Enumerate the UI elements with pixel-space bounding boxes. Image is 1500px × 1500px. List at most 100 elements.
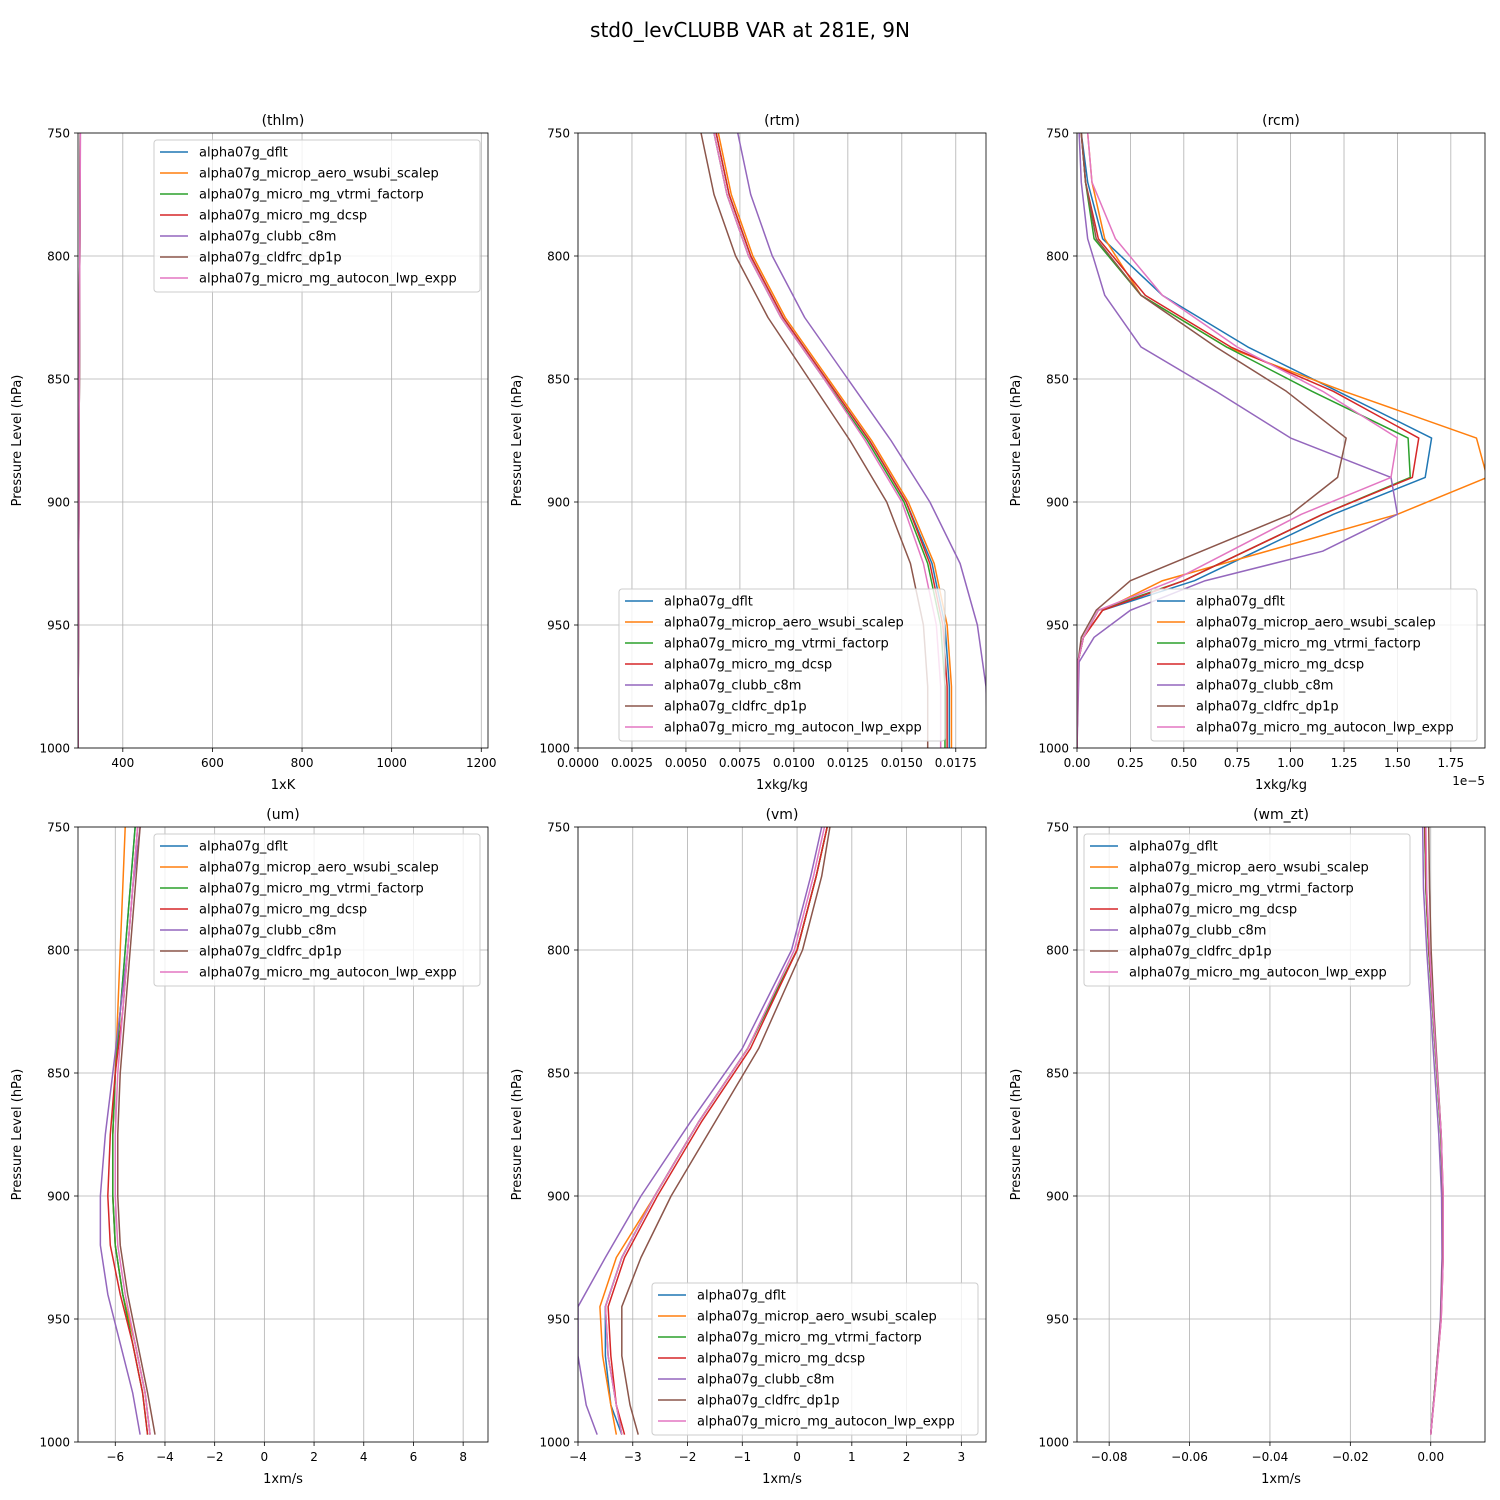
legend-entry-label: alpha07g_clubb_c8m — [1196, 679, 1333, 694]
x-tick-label: −1 — [733, 1450, 751, 1464]
x-tick-label: 400 — [111, 756, 134, 770]
y-axis-label: Pressure Level (hPa) — [510, 375, 525, 507]
x-tick-label: 6 — [410, 1450, 418, 1464]
subplot-title: (rcm) — [1262, 113, 1300, 129]
y-tick-label: 950 — [547, 619, 570, 633]
y-tick-label: 900 — [1046, 1190, 1069, 1204]
x-tick-label: 0.0150 — [881, 756, 923, 770]
series-line-3 — [607, 827, 828, 1435]
x-tick-label: 2 — [310, 1450, 318, 1464]
y-axis-label: Pressure Level (hPa) — [10, 375, 25, 507]
legend-entry-label: alpha07g_cldfrc_dp1p — [664, 700, 807, 715]
x-offset-label: 1e−5 — [1452, 774, 1485, 788]
x-tick-label: −0.02 — [1332, 1450, 1369, 1464]
x-tick-label: 1.25 — [1331, 756, 1358, 770]
subplot-title: (vm) — [766, 807, 799, 823]
x-tick-label: 1 — [848, 1450, 856, 1464]
legend-entry-label: alpha07g_micro_mg_vtrmi_factorp — [199, 188, 424, 203]
axes-frame — [1076, 132, 1486, 749]
x-tick-label: −4 — [569, 1450, 587, 1464]
subplot-4: −4 −3 −2 −1 0 1 2 3 750 800 850 900 950 1000 (vm) 1xm/s… — [510, 807, 987, 1487]
legend: alpha07g_dflt alpha07g_microp_aero_wsubi_… — [1150, 588, 1478, 742]
legend-entry-label: alpha07g_microp_aero_wsubi_scalep — [697, 1310, 937, 1325]
x-tick-label: 0 — [261, 1450, 269, 1464]
x-tick-label: 0.50 — [1170, 756, 1197, 770]
legend-entry-label: alpha07g_clubb_c8m — [664, 679, 801, 694]
series-group — [578, 827, 831, 1435]
x-tick-label: −6 — [106, 1450, 124, 1464]
y-tick-label: 800 — [47, 250, 70, 264]
legend-entry-label: alpha07g_micro_mg_dcsp — [1129, 903, 1297, 918]
series-line-4 — [737, 133, 986, 708]
legend-entry-label: alpha07g_dflt — [199, 840, 288, 855]
legend-entry-label: alpha07g_clubb_c8m — [199, 230, 336, 245]
y-tick-label: 850 — [547, 1067, 570, 1081]
y-tick-label: 1000 — [39, 1436, 70, 1450]
legend: alpha07g_dflt alpha07g_microp_aero_wsubi_… — [153, 139, 481, 293]
legend-entry-label: alpha07g_microp_aero_wsubi_scalep — [664, 616, 904, 631]
y-tick-label: 900 — [47, 496, 70, 510]
subplot-grid: 400 600 800 1000 12007508008509009501000(thl… — [10, 113, 1486, 1487]
subplot-title: (wm_zt) — [1253, 807, 1309, 823]
legend-entry-label: alpha07g_clubb_c8m — [199, 924, 336, 939]
legend-box — [618, 588, 946, 742]
legend: alpha07g_dflt alpha07g_microp_aero_wsubi_… — [651, 1282, 979, 1436]
y-tick-label: 950 — [1046, 1313, 1069, 1327]
x-tick-label: 0.0050 — [665, 756, 707, 770]
legend-entry-label: alpha07g_microp_aero_wsubi_scalep — [1129, 861, 1369, 876]
series-line-6 — [1077, 133, 1399, 748]
x-tick-label: 0.0100 — [773, 756, 815, 770]
y-tick-label: 750 — [47, 127, 70, 141]
x-tick-label: 0.0125 — [827, 756, 869, 770]
x-tick-label: −2 — [679, 1450, 697, 1464]
series-group — [1421, 827, 1444, 1435]
y-axis-label: Pressure Level (hPa) — [1009, 375, 1024, 507]
legend-entry-label: alpha07g_micro_mg_dcsp — [199, 903, 367, 918]
legend-entry-label: alpha07g_microp_aero_wsubi_scalep — [199, 167, 439, 182]
x-tick-label: −0.08 — [1091, 1450, 1128, 1464]
x-axis-label: 1xkg/kg — [756, 778, 808, 793]
x-axis-label: 1xkg/kg — [1255, 778, 1307, 793]
x-tick-label: −2 — [206, 1450, 224, 1464]
legend-entry-label: alpha07g_dflt — [1196, 595, 1285, 610]
legend-entry-label: alpha07g_cldfrc_dp1p — [1129, 945, 1272, 960]
legend-box — [651, 1282, 979, 1436]
y-tick-label: 750 — [547, 821, 570, 835]
x-tick-label: 0.0025 — [611, 756, 653, 770]
legend-entry-label: alpha07g_micro_mg_autocon_lwp_expp — [199, 272, 457, 287]
legend-entry-label: alpha07g_dflt — [664, 595, 753, 610]
legend-entry-label: alpha07g_micro_mg_dcsp — [199, 209, 367, 224]
y-tick-label: 1000 — [539, 1436, 570, 1450]
y-tick-label: 900 — [47, 1190, 70, 1204]
x-tick-label: 1000 — [376, 756, 407, 770]
legend-entry-label: alpha07g_micro_mg_autocon_lwp_expp — [1129, 966, 1387, 981]
x-axis-label: 1xm/s — [263, 1472, 303, 1487]
x-axis-label: 1xm/s — [1261, 1472, 1301, 1487]
y-tick-label: 750 — [1046, 127, 1069, 141]
series-line-5 — [621, 827, 831, 1435]
x-axis-label: 1xK — [271, 778, 296, 793]
x-tick-label: 1.50 — [1384, 756, 1411, 770]
x-tick-label: 1.75 — [1437, 756, 1464, 770]
x-tick-label: −0.06 — [1171, 1450, 1208, 1464]
y-tick-label: 850 — [47, 1067, 70, 1081]
x-axis-label: 1xm/s — [762, 1472, 802, 1487]
y-tick-label: 1000 — [539, 742, 570, 756]
legend-entry-label: alpha07g_cldfrc_dp1p — [199, 251, 342, 266]
y-tick-label: 950 — [47, 1313, 70, 1327]
axes-frame — [577, 826, 987, 1443]
y-axis-label: Pressure Level (hPa) — [510, 1069, 525, 1201]
series-group — [99, 827, 156, 1435]
legend-entry-label: alpha07g_clubb_c8m — [697, 1373, 834, 1388]
subplot-5: −0.08 −0.06 −0.04 −0.02 0.00 750 800 850 900 950 1… — [1009, 807, 1486, 1487]
x-tick-label: −3 — [624, 1450, 642, 1464]
y-tick-label: 850 — [1046, 1067, 1069, 1081]
y-tick-label: 900 — [1046, 496, 1069, 510]
subplot-3: −6 −4 −2 0 2 4 6 8 750 800 850 900 950 1000 (um) 1xm/s P… — [10, 807, 489, 1487]
series-line-1 — [717, 133, 953, 748]
legend-entry-label: alpha07g_micro_mg_autocon_lwp_expp — [199, 966, 457, 981]
series-line-5 — [1077, 133, 1347, 748]
y-tick-label: 800 — [47, 944, 70, 958]
legend-entry-label: alpha07g_micro_mg_dcsp — [697, 1352, 865, 1367]
